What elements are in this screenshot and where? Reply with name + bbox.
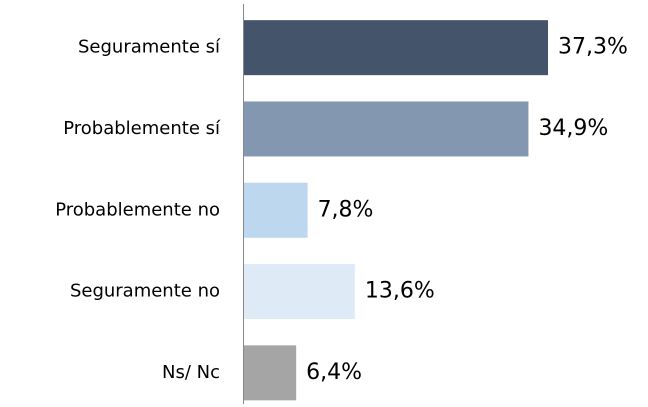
y-tick-label: Ns/ Nc — [162, 362, 220, 383]
bar — [244, 264, 355, 320]
y-tick-label: Seguramente sí — [78, 37, 221, 58]
bar — [244, 182, 308, 238]
bar — [244, 20, 548, 76]
y-tick-label: Probablemente no — [55, 199, 220, 220]
data-label: 37,3% — [558, 35, 628, 60]
bar — [244, 345, 297, 401]
data-label: 7,8% — [318, 197, 374, 222]
data-label: 13,6% — [365, 279, 435, 304]
y-tick-label: Seguramente no — [70, 281, 220, 302]
data-label: 34,9% — [538, 116, 608, 141]
data-label: 6,4% — [306, 360, 362, 385]
bar — [244, 101, 529, 157]
y-tick-label: Probablemente sí — [63, 118, 221, 139]
